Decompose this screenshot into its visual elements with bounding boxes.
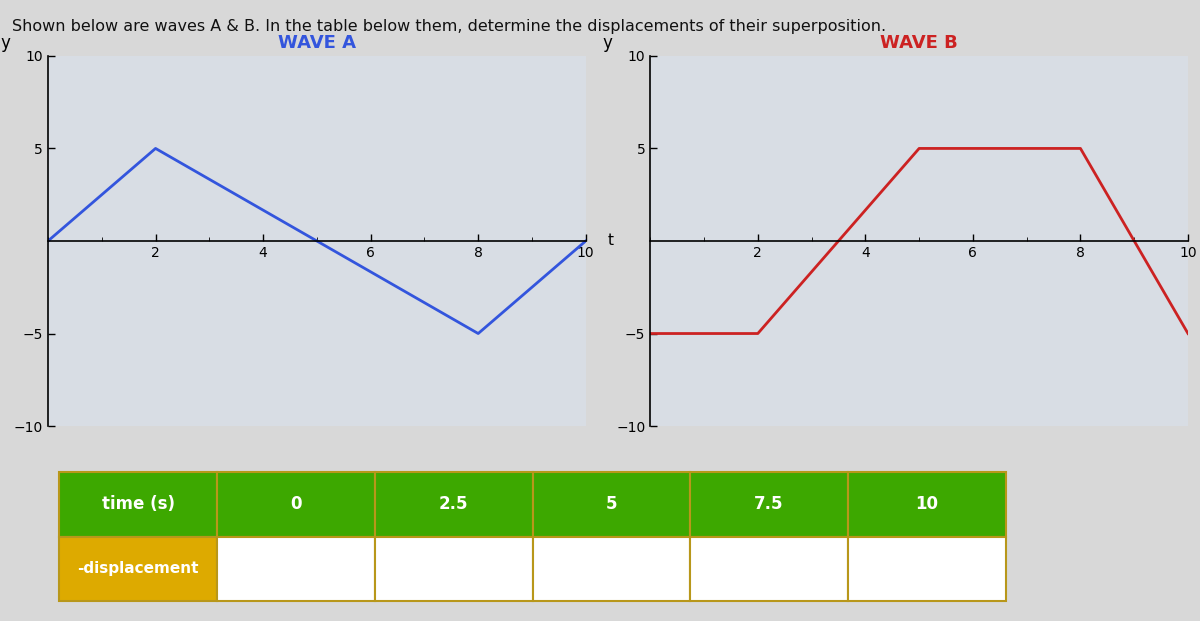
Text: time (s): time (s) xyxy=(102,495,175,513)
FancyBboxPatch shape xyxy=(690,537,848,601)
FancyBboxPatch shape xyxy=(848,472,1006,537)
FancyBboxPatch shape xyxy=(374,472,533,537)
Text: 10: 10 xyxy=(916,495,938,513)
Text: 2.5: 2.5 xyxy=(439,495,468,513)
Text: t: t xyxy=(607,233,613,248)
Text: Shown below are waves A & B. In the table below them, determine the displacement: Shown below are waves A & B. In the tabl… xyxy=(12,19,886,34)
Text: y: y xyxy=(0,34,10,52)
FancyBboxPatch shape xyxy=(60,472,217,537)
Text: 0: 0 xyxy=(290,495,301,513)
Text: y: y xyxy=(602,34,612,52)
FancyBboxPatch shape xyxy=(533,537,690,601)
Title: WAVE A: WAVE A xyxy=(278,34,356,52)
Text: -displacement: -displacement xyxy=(78,561,199,576)
FancyBboxPatch shape xyxy=(848,537,1006,601)
FancyBboxPatch shape xyxy=(217,472,374,537)
FancyBboxPatch shape xyxy=(690,472,848,537)
FancyBboxPatch shape xyxy=(533,472,690,537)
FancyBboxPatch shape xyxy=(217,537,374,601)
Title: WAVE B: WAVE B xyxy=(881,34,958,52)
FancyBboxPatch shape xyxy=(60,537,217,601)
Text: 7.5: 7.5 xyxy=(755,495,784,513)
Text: 5: 5 xyxy=(606,495,617,513)
FancyBboxPatch shape xyxy=(374,537,533,601)
